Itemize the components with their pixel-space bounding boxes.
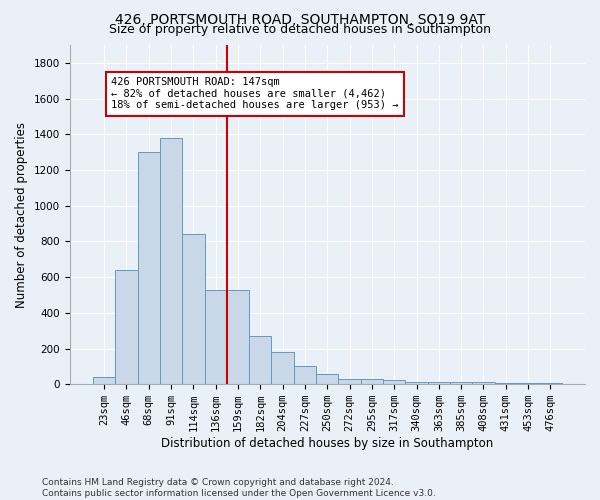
Bar	[428, 382, 450, 384]
Bar	[294, 366, 316, 384]
Bar	[182, 234, 205, 384]
Text: Size of property relative to detached houses in Southampton: Size of property relative to detached ho…	[109, 22, 491, 36]
Bar	[450, 382, 472, 384]
Bar	[406, 382, 428, 384]
Bar	[137, 152, 160, 384]
Bar	[160, 138, 182, 384]
Bar	[472, 382, 494, 384]
Bar	[227, 290, 249, 384]
Bar	[383, 380, 406, 384]
Bar	[115, 270, 137, 384]
Bar	[249, 336, 271, 384]
Text: Contains HM Land Registry data © Crown copyright and database right 2024.
Contai: Contains HM Land Registry data © Crown c…	[42, 478, 436, 498]
Bar	[338, 379, 361, 384]
Y-axis label: Number of detached properties: Number of detached properties	[15, 122, 28, 308]
Bar	[361, 379, 383, 384]
Bar	[93, 377, 115, 384]
Bar	[316, 374, 338, 384]
X-axis label: Distribution of detached houses by size in Southampton: Distribution of detached houses by size …	[161, 437, 493, 450]
Bar	[271, 352, 294, 384]
Bar	[205, 290, 227, 384]
Text: 426 PORTSMOUTH ROAD: 147sqm
← 82% of detached houses are smaller (4,462)
18% of : 426 PORTSMOUTH ROAD: 147sqm ← 82% of det…	[111, 77, 398, 110]
Text: 426, PORTSMOUTH ROAD, SOUTHAMPTON, SO19 9AT: 426, PORTSMOUTH ROAD, SOUTHAMPTON, SO19 …	[115, 12, 485, 26]
